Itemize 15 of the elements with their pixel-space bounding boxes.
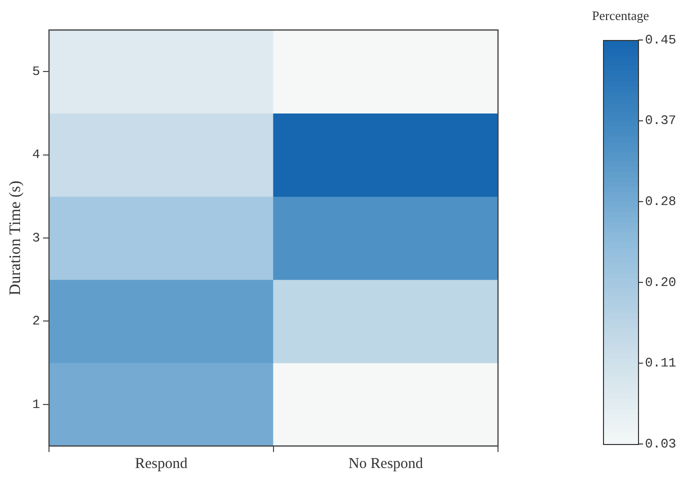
color-bar-label: 0.28 xyxy=(645,194,676,210)
y-tick-label: 2 xyxy=(32,314,40,329)
y-tick-label: 4 xyxy=(32,147,40,162)
color-bar-label: 0.03 xyxy=(645,436,676,452)
color-bar-label: 0.37 xyxy=(645,113,676,128)
color-bar-label: 0.11 xyxy=(645,356,676,371)
color-bar-label: 0.20 xyxy=(645,274,676,290)
y-tick-label: 3 xyxy=(32,230,40,246)
y-tick-label: 5 xyxy=(32,64,40,80)
y-tick-label: 1 xyxy=(32,396,40,412)
y-axis-title: Duration Time (s) xyxy=(6,180,24,296)
x-tick-label: No Respond xyxy=(348,456,424,472)
color-bar-label: 0.45 xyxy=(645,32,676,48)
color-bar-title: Percentage xyxy=(592,8,650,23)
x-tick-label: Respond xyxy=(135,456,188,472)
